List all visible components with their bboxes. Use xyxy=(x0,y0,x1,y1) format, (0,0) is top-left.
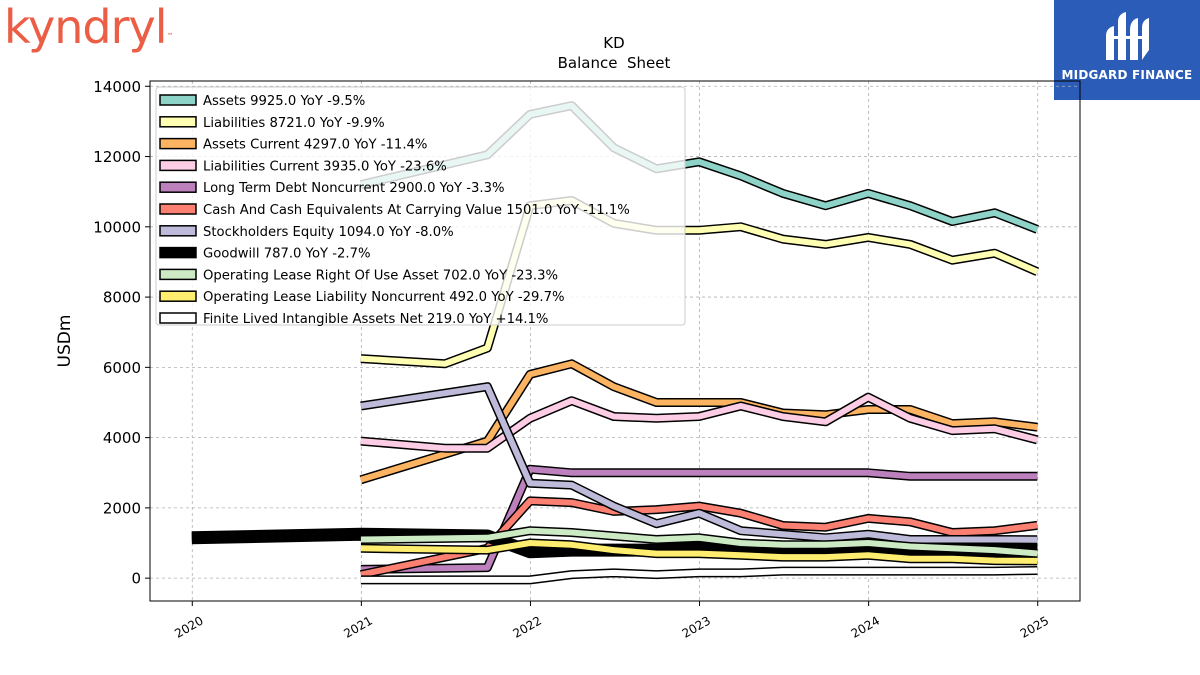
series-line xyxy=(360,527,1038,557)
legend-entry: Assets Current 4297.0 YoY -11.4% xyxy=(203,138,427,153)
x-tick-label: 2024 xyxy=(849,613,882,640)
plot-frame xyxy=(149,80,1081,602)
legend-swatch xyxy=(159,268,197,281)
legend-swatch xyxy=(159,116,197,128)
series-line xyxy=(360,540,1038,564)
x-tick-label: 2025 xyxy=(1018,613,1051,640)
series-stockholders-equity xyxy=(360,382,1038,545)
x-axis-ticks: 2020 2021 2022 2023 2024 2025 xyxy=(172,601,1051,641)
y-tick-label: 14000 xyxy=(93,78,141,96)
y-tick-label: 12000 xyxy=(93,148,141,166)
legend-entry: Goodwill 787.0 YoY -2.7% xyxy=(203,247,371,262)
series-cash-and-cash-equivalents-at-carrying-value xyxy=(359,496,1038,580)
x-tick-label: 2020 xyxy=(172,613,205,640)
x-tick-label: 2023 xyxy=(680,613,713,640)
midgard-finance-logo: MIDGARD FINANCE xyxy=(1054,0,1200,100)
y-axis-ticks: 0 2000 4000 6000 8000 10000 12000 14000 xyxy=(93,78,150,588)
legend-swatch xyxy=(159,94,197,106)
y-tick-label: 4000 xyxy=(103,429,141,447)
legend-entry: Assets 9925.0 YoY -9.5% xyxy=(203,94,365,109)
series-line xyxy=(360,466,1038,573)
legend-entry: Operating Lease Liability Noncurrent 492… xyxy=(203,290,565,305)
legend-swatch xyxy=(159,246,197,259)
y-tick-label: 10000 xyxy=(93,218,141,236)
legend-entry: Stockholders Equity 1094.0 YoY -8.0% xyxy=(203,225,454,240)
y-tick-label: 8000 xyxy=(103,289,141,307)
legend-entry: Liabilities 8721.0 YoY -9.9% xyxy=(203,116,385,131)
series-operating-lease-liability-noncurrent xyxy=(360,538,1038,566)
y-tick-label: 6000 xyxy=(103,359,141,377)
legend-entry: Long Term Debt Noncurrent 2900.0 YoY -3.… xyxy=(203,181,505,196)
series-outline xyxy=(360,382,1038,545)
y-tick-label: 2000 xyxy=(103,499,141,517)
legend-entry: Finite Lived Intangible Assets Net 219.0… xyxy=(203,312,548,327)
series-finite-lived-intangible-assets-net xyxy=(360,566,1038,585)
chart-subtitle: Balance Sheet xyxy=(558,54,671,72)
series-line xyxy=(360,497,1038,578)
legend-swatch xyxy=(159,203,197,215)
legend-swatch xyxy=(159,290,197,302)
legend-entry: Operating Lease Right Of Use Asset 702.0… xyxy=(203,268,558,283)
legend-swatch xyxy=(159,159,197,172)
trademark-mark: ™ xyxy=(166,32,174,40)
y-axis-label: USDm xyxy=(55,315,75,368)
series-operating-lease-right-of-use-asset xyxy=(360,526,1038,558)
midgard-emblem-icon xyxy=(1106,12,1149,60)
legend: Assets 9925.0 YoY -9.5% Liabilities 8721.… xyxy=(155,86,686,327)
legend-entry: Cash And Cash Equivalents At Carrying Va… xyxy=(203,203,630,218)
kyndryl-logo-text: kyndryl xyxy=(4,0,167,54)
legend-entry: Liabilities Current 3935.0 YoY -23.6% xyxy=(203,159,447,174)
y-tick-label: 0 xyxy=(131,570,141,588)
midgard-finance-wordmark: MIDGARD FINANCE xyxy=(1061,68,1193,82)
chart-title: KD xyxy=(603,34,624,52)
legend-swatch xyxy=(159,137,197,150)
legend-swatch xyxy=(159,181,197,193)
legend-swatch xyxy=(159,312,197,324)
legend-box xyxy=(155,86,686,326)
series-long-term-debt-noncurrent xyxy=(360,464,1038,574)
series-line xyxy=(360,567,1038,583)
kyndryl-logo: kyndryl™ xyxy=(4,0,174,54)
x-tick-label: 2022 xyxy=(511,613,544,640)
series-lines xyxy=(191,101,1040,585)
x-tick-label: 2021 xyxy=(341,613,374,640)
grid xyxy=(150,81,1080,601)
legend-swatch xyxy=(159,225,197,237)
series-line xyxy=(360,383,1038,543)
